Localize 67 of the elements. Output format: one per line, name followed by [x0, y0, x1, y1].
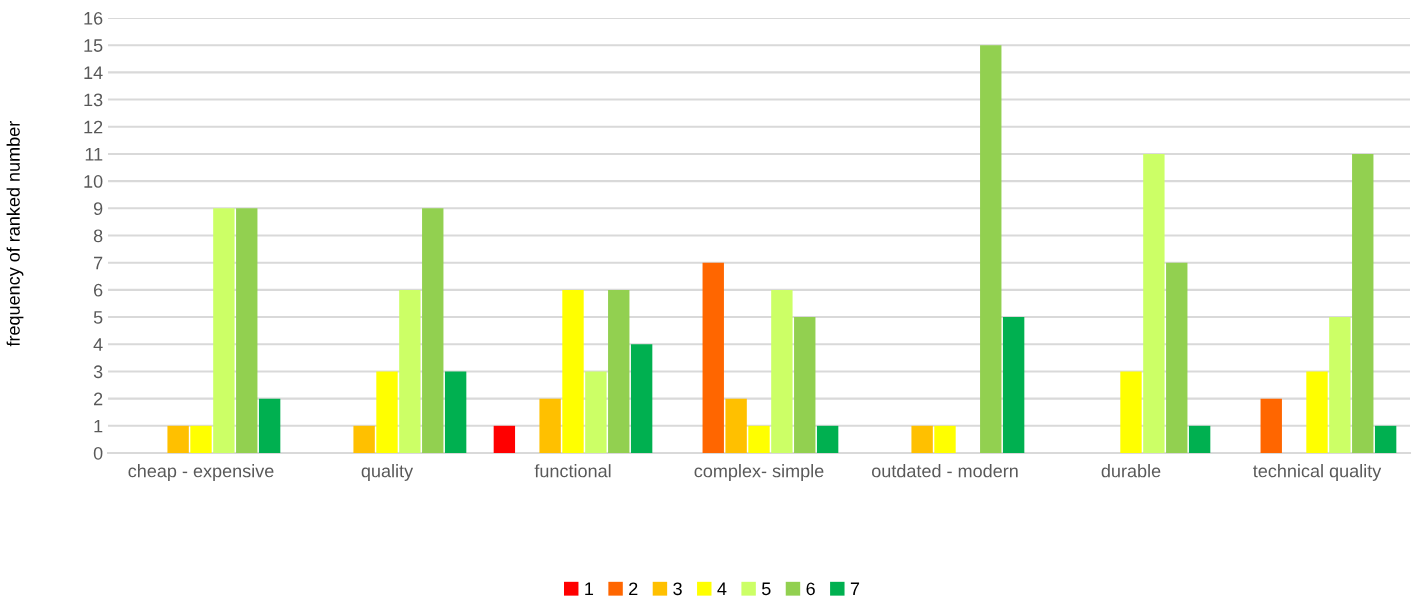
y-tick-label: 9 — [93, 202, 103, 216]
y-tick-label: 7 — [94, 256, 103, 270]
bar — [376, 371, 398, 453]
y-tick-label: 8 — [93, 229, 103, 243]
bar — [399, 289, 421, 453]
legend-label: 1 — [585, 582, 594, 595]
bar — [1329, 317, 1351, 453]
y-tick-label: 10 — [84, 175, 103, 188]
bar — [1002, 317, 1025, 453]
y-tick-label: 3 — [93, 365, 103, 379]
bar — [725, 398, 747, 453]
bar — [1352, 153, 1374, 453]
bar — [539, 398, 561, 453]
bar — [748, 425, 770, 453]
y-tick-label: 1 — [94, 419, 103, 433]
bar — [190, 425, 212, 453]
y-tick-label: 2 — [94, 392, 103, 406]
legend-label: 5 — [761, 582, 771, 596]
legend-label: 7 — [850, 582, 860, 595]
bar — [1260, 398, 1282, 453]
legend-label: 2 — [629, 582, 638, 595]
legend-label: 4 — [717, 582, 727, 595]
y-tick-label: 0 — [93, 446, 103, 460]
bar — [1166, 262, 1188, 453]
bar — [167, 425, 189, 453]
x-tick-label: durable — [1101, 464, 1161, 478]
bar — [980, 45, 1002, 453]
bar — [258, 398, 281, 453]
bar — [236, 208, 258, 453]
y-tick-label: 4 — [93, 338, 103, 351]
bar — [562, 289, 584, 453]
x-tick-label: technical quality — [1253, 464, 1382, 481]
bar — [1120, 371, 1142, 453]
bar — [422, 208, 444, 453]
y-tick-label: 16 — [84, 11, 103, 25]
bar — [630, 344, 653, 453]
x-tick-label: outdated - modern — [871, 464, 1018, 478]
bar — [816, 425, 839, 453]
legend-label: 3 — [673, 582, 682, 596]
y-tick-label: 6 — [94, 283, 103, 297]
y-tick-label: 14 — [84, 66, 103, 79]
y-tick-label: 5 — [93, 311, 103, 324]
y-axis-title: frequency of ranked number — [6, 121, 24, 347]
y-tick-label: 15 — [84, 39, 103, 52]
legend-label: 6 — [806, 582, 815, 596]
bar — [353, 425, 375, 453]
bar — [444, 371, 467, 453]
bar — [794, 317, 816, 453]
x-tick-label: functional — [534, 464, 611, 478]
bar — [771, 289, 793, 453]
bar — [1306, 371, 1328, 453]
x-tick-label: complex- simple — [694, 464, 824, 481]
bar — [911, 425, 933, 453]
bar — [1143, 153, 1165, 453]
bar — [702, 262, 724, 453]
bar — [493, 425, 516, 453]
x-tick-label: quality — [361, 464, 414, 481]
y-tick-label: 12 — [84, 120, 103, 134]
bar — [1188, 425, 1211, 453]
x-tick-label: cheap - expensive — [128, 464, 274, 481]
bar — [585, 371, 607, 453]
bar — [213, 208, 235, 453]
bar — [608, 289, 630, 453]
y-tick-label: 13 — [84, 93, 103, 107]
bar — [1374, 425, 1397, 453]
y-tick-label: 11 — [85, 148, 103, 161]
bar — [934, 425, 956, 453]
